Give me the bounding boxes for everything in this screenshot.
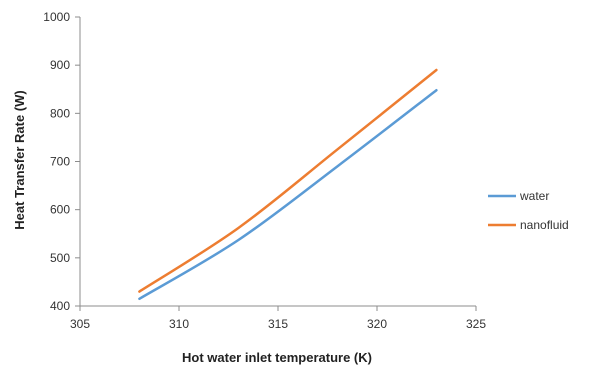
- y-tick-label: 600: [50, 203, 70, 217]
- y-tick-label: 400: [50, 299, 70, 313]
- y-tick-label: 500: [50, 251, 70, 265]
- x-axis-title: Hot water inlet temperature (K): [182, 350, 372, 365]
- legend-label-nanofluid: nanofluid: [520, 218, 569, 232]
- y-tick-label: 900: [50, 58, 70, 72]
- x-tick-label: 320: [367, 317, 387, 331]
- y-tick-labels: 400 500 600 700 800 900 1000: [43, 10, 70, 313]
- x-tick-labels: 305 310 315 320 325: [70, 317, 486, 331]
- series-lines: [138, 68, 438, 301]
- y-tick-label: 800: [50, 106, 70, 120]
- legend: water nanofluid: [488, 189, 569, 232]
- x-tick-label: 310: [169, 317, 189, 331]
- series-line-water: [138, 88, 438, 301]
- x-tick-label: 305: [70, 317, 90, 331]
- y-tick-label: 700: [50, 155, 70, 169]
- y-tick-label: 1000: [43, 10, 70, 24]
- series-line-nanofluid: [138, 68, 438, 293]
- plot-axes: [75, 16, 477, 311]
- legend-label-water: water: [519, 189, 549, 203]
- x-tick-label: 325: [466, 317, 486, 331]
- x-tick-label: 315: [268, 317, 288, 331]
- y-axis-title: Heat Transfer Rate (W): [12, 90, 27, 229]
